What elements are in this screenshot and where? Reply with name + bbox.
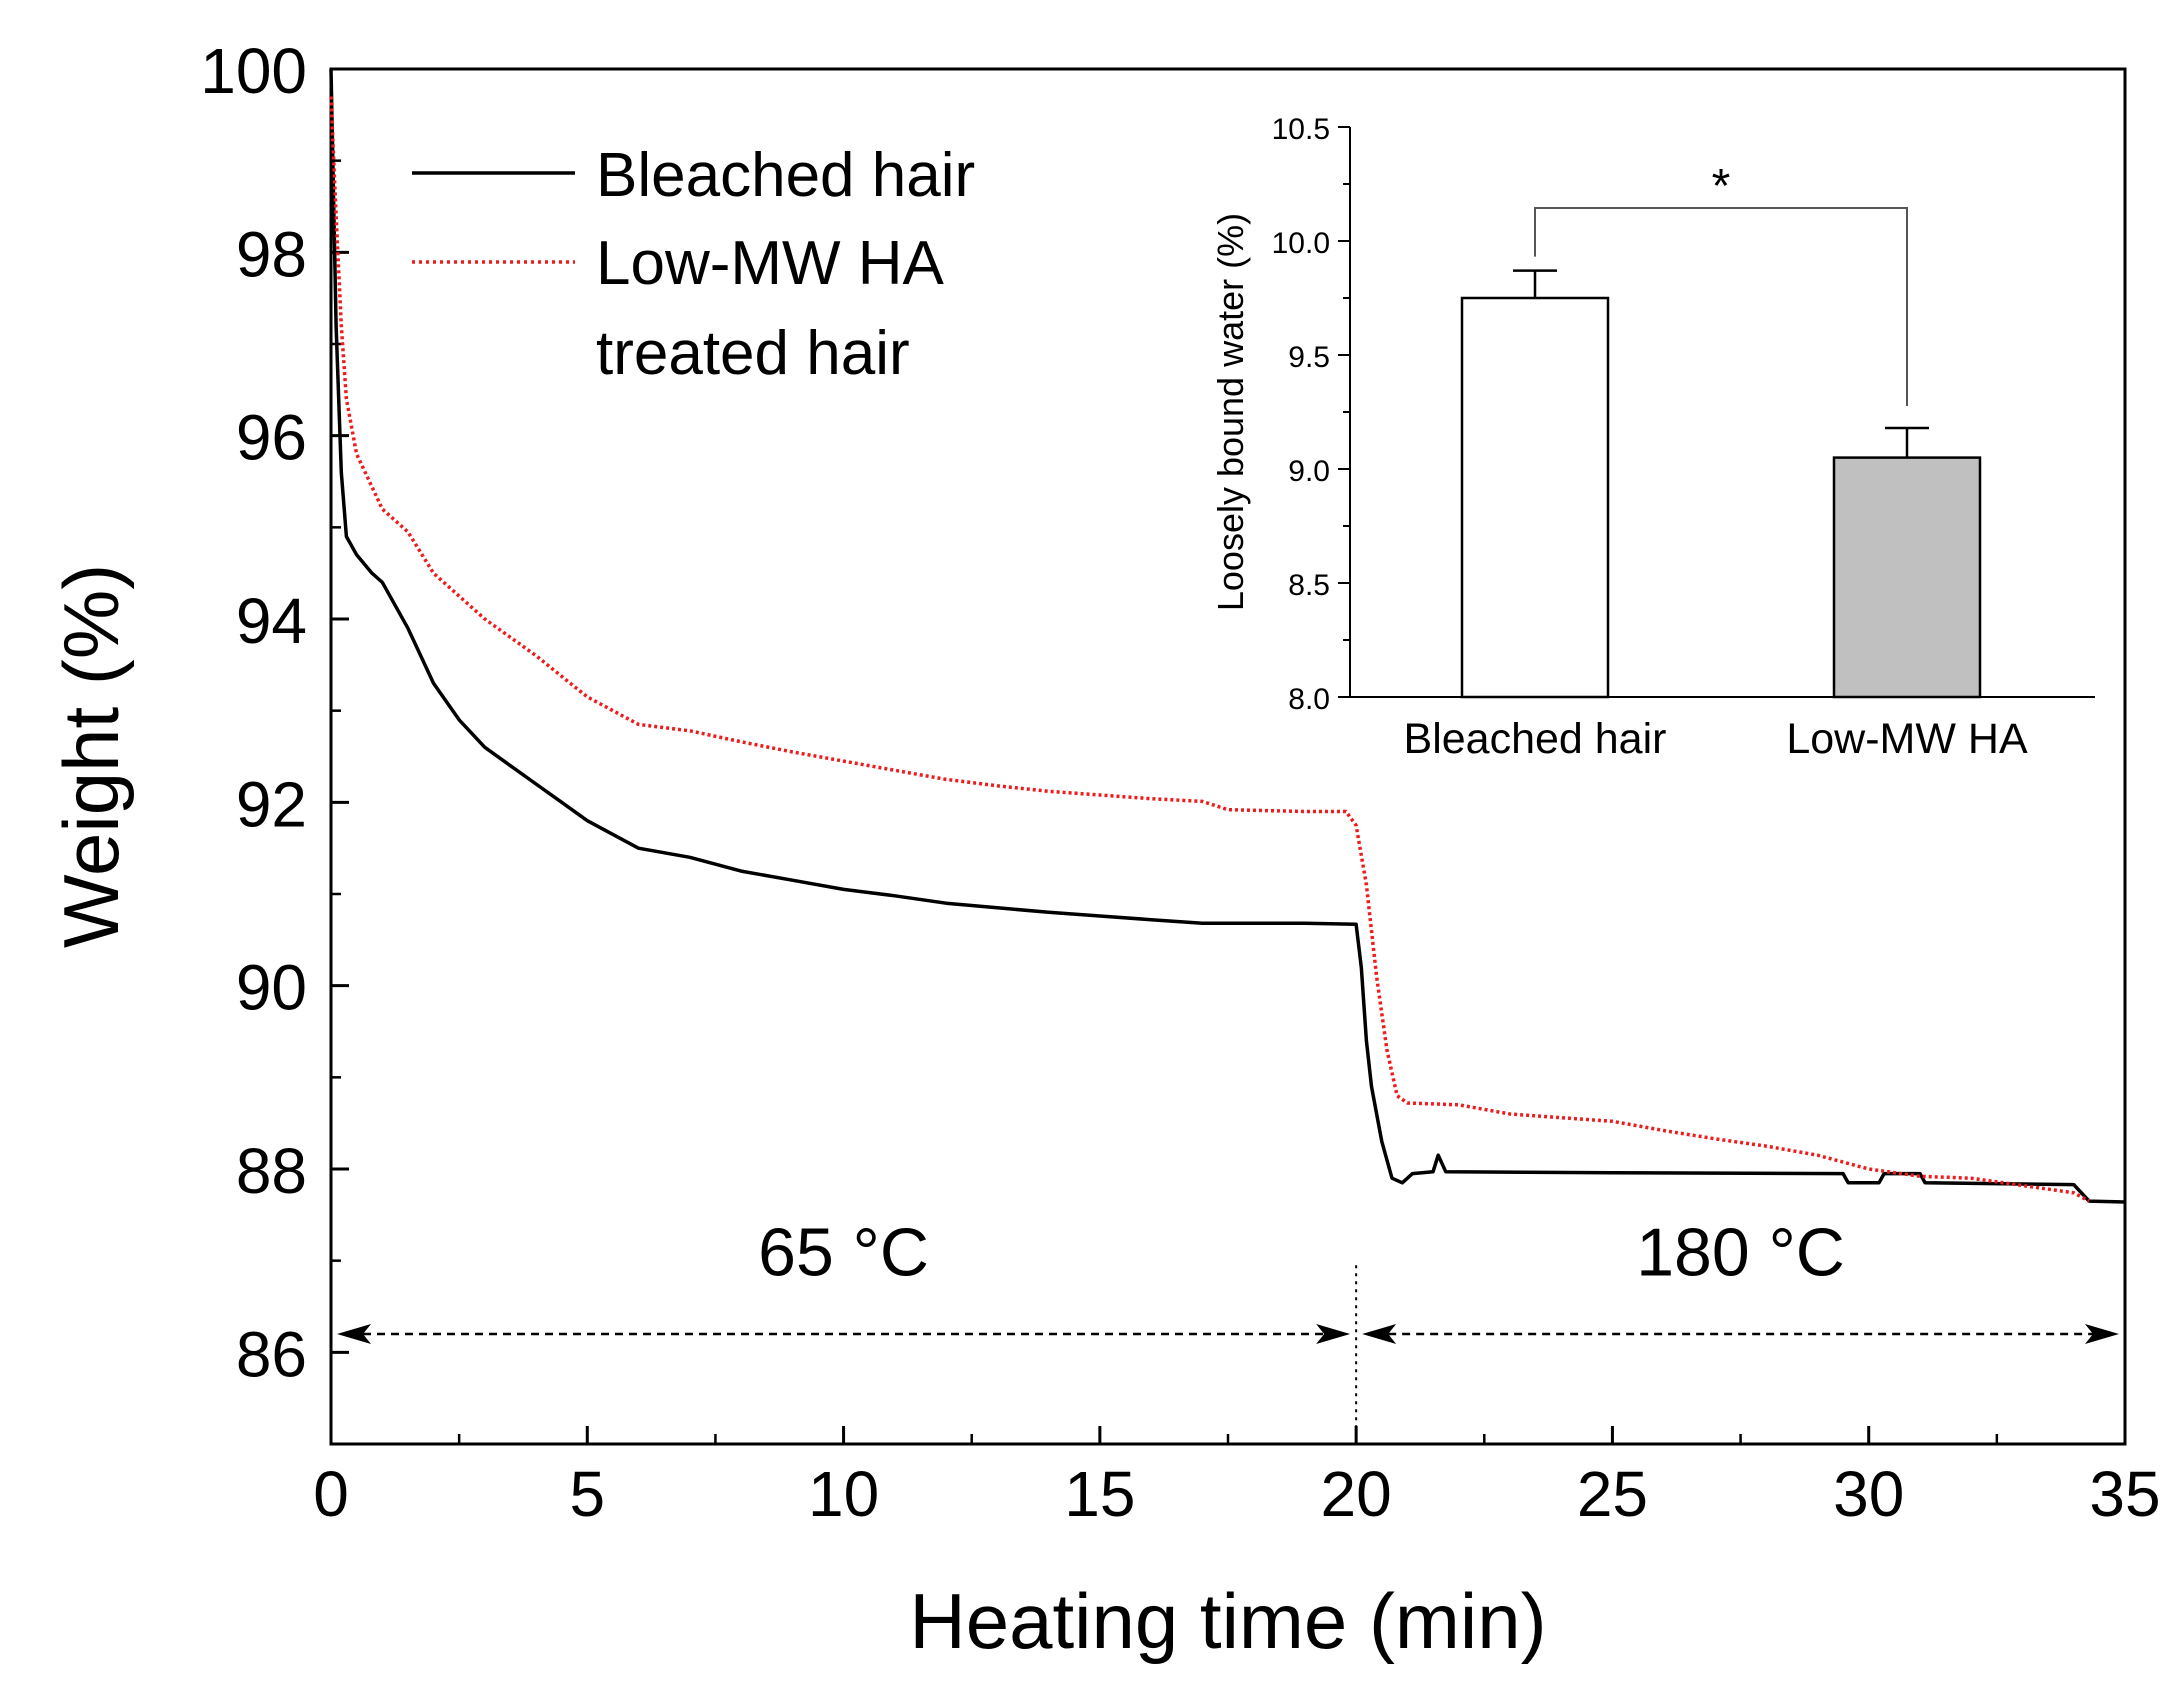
y-tick-label: 98 bbox=[236, 218, 307, 290]
inset-y-axis-title: Loosely bound water (%) bbox=[1210, 213, 1251, 611]
significance-star: * bbox=[1712, 160, 1731, 213]
inset-category-label-lowmw: Low-MW HA bbox=[1786, 715, 2028, 763]
inset-chart: 8.0 8.5 9.0 9.5 10.0 10.5 Loosely bound water… bbox=[1210, 113, 2095, 763]
annotation-180c: 180 °C bbox=[1636, 1215, 1845, 1291]
y-tick-label: 92 bbox=[236, 768, 307, 840]
main-tick-labels: 0 5 10 15 20 25 30 35 86 88 90 92 94 96 98 100 bbox=[200, 35, 2160, 1530]
legend-label-lowmw-line1: Low-MW HA bbox=[596, 229, 945, 298]
x-tick-label: 35 bbox=[2089, 1458, 2160, 1530]
inset-y-tick-label: 9.0 bbox=[1288, 455, 1330, 488]
x-tick-label: 25 bbox=[1577, 1458, 1648, 1530]
legend-label-lowmw-line2: treated hair bbox=[596, 319, 910, 388]
x-tick-label: 20 bbox=[1321, 1458, 1392, 1530]
phase-arrowhead-left bbox=[337, 1324, 371, 1344]
inset-axis-ticks: 8.0 8.5 9.0 9.5 10.0 10.5 bbox=[1272, 113, 1350, 716]
inset-bar-bleached bbox=[1460, 296, 1610, 699]
inset-y-tick-label: 9.5 bbox=[1288, 341, 1330, 374]
y-tick-label: 86 bbox=[236, 1318, 307, 1390]
inset-y-tick-label: 10.5 bbox=[1272, 113, 1330, 146]
main-guides bbox=[337, 1265, 2119, 1444]
x-tick-label: 10 bbox=[808, 1458, 879, 1530]
inset-y-tick-label: 8.5 bbox=[1288, 569, 1330, 602]
significance-bracket bbox=[1534, 207, 1908, 406]
y-tick-label: 88 bbox=[236, 1135, 307, 1207]
x-axis-title: Heating time (min) bbox=[909, 1577, 1546, 1665]
x-tick-label: 5 bbox=[569, 1458, 605, 1530]
series-bleached-hair-line bbox=[329, 68, 2126, 1204]
y-axis-title: Weight (%) bbox=[47, 564, 135, 948]
annotation-65c: 65 °C bbox=[758, 1215, 929, 1291]
y-tick-label: 96 bbox=[236, 402, 307, 474]
series-low-mw-ha-line bbox=[329, 96, 2090, 1203]
y-tick-label: 100 bbox=[200, 35, 307, 107]
inset-bar-lowmw bbox=[1832, 456, 1982, 699]
phase-arrowhead-right bbox=[1316, 1324, 1351, 1344]
x-tick-label: 15 bbox=[1064, 1458, 1135, 1530]
x-tick-label: 30 bbox=[1833, 1458, 1904, 1530]
phase-arrowhead-left bbox=[1362, 1324, 1397, 1344]
phase-arrowhead-right bbox=[2085, 1324, 2119, 1344]
y-tick-label: 90 bbox=[236, 952, 307, 1024]
x-tick-label: 0 bbox=[313, 1458, 349, 1530]
main-series bbox=[329, 68, 2126, 1204]
inset-category-label-bleached: Bleached hair bbox=[1404, 715, 1667, 763]
inset-y-tick-label: 10.0 bbox=[1272, 227, 1330, 260]
legend-label-bleached: Bleached hair bbox=[596, 141, 975, 210]
y-tick-label: 94 bbox=[236, 585, 307, 657]
inset-y-tick-label: 8.0 bbox=[1288, 683, 1330, 716]
inset-bars bbox=[1460, 269, 1982, 699]
legend: Bleached hair Low-MW HA treated hair bbox=[412, 141, 975, 388]
